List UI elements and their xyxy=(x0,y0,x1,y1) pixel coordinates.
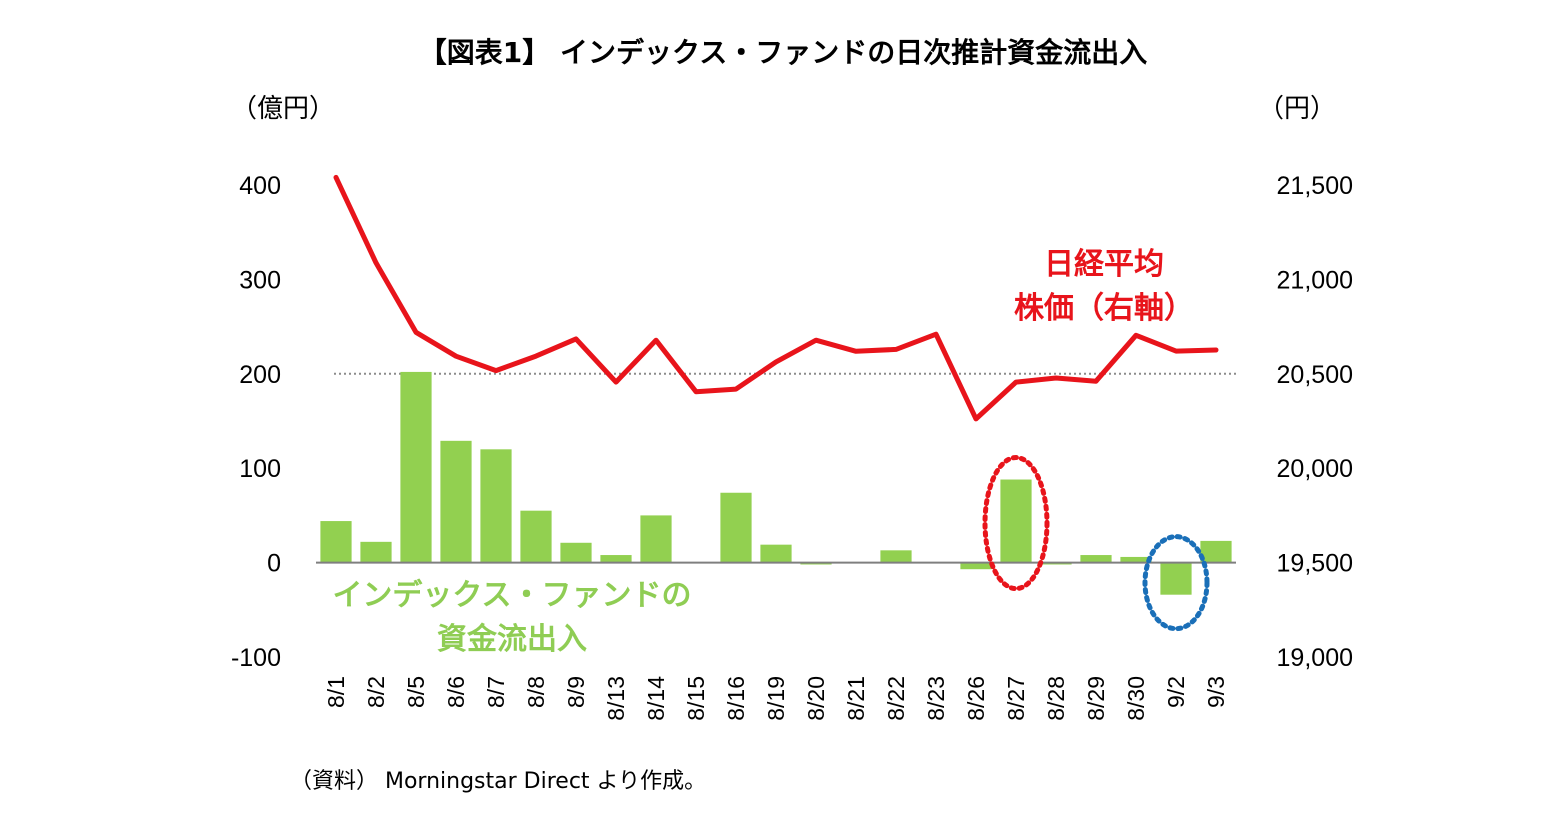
right-tick-label: 19,500 xyxy=(1277,550,1353,578)
highlight-ellipse xyxy=(1142,534,1210,632)
category-label: 8/16 xyxy=(723,676,749,721)
highlight-circles xyxy=(982,455,1210,632)
line-annotation-1: 日経平均 xyxy=(1044,247,1164,282)
bar xyxy=(640,515,672,563)
bar xyxy=(720,492,752,563)
category-label: 8/5 xyxy=(403,676,429,708)
category-label: 8/15 xyxy=(683,676,709,721)
bar xyxy=(1200,540,1232,563)
right-axis-unit: （円） xyxy=(1258,94,1336,124)
category-labels: 8/1 8/2 8/5 8/6 8/7 8/8 8/9 8/13 8/14 8/15 8/16 8/1… xyxy=(323,676,1229,721)
left-tick-label: -100 xyxy=(231,644,281,672)
category-label: 8/29 xyxy=(1083,676,1109,721)
category-label: 8/13 xyxy=(603,676,629,721)
category-label: 9/2 xyxy=(1163,676,1189,708)
nikkei-line xyxy=(333,174,1219,422)
bar xyxy=(560,542,592,563)
bar-series xyxy=(320,371,1232,595)
left-tick-label: 400 xyxy=(239,172,281,200)
bar xyxy=(1160,562,1192,595)
category-label: 8/21 xyxy=(843,676,869,721)
category-label: 8/28 xyxy=(1043,676,1069,721)
left-axis-unit: （億円） xyxy=(231,94,335,124)
bar xyxy=(480,449,512,563)
right-tick-label: 21,500 xyxy=(1277,172,1353,200)
right-tick-label: 20,000 xyxy=(1277,455,1353,483)
highlight-ellipse xyxy=(982,455,1050,592)
bar xyxy=(600,555,632,563)
right-tick-label: 19,000 xyxy=(1277,644,1353,672)
left-tick-label: 0 xyxy=(267,550,281,578)
bar xyxy=(960,562,992,570)
category-label: 8/9 xyxy=(563,676,589,708)
source-note: （資料） Morningstar Direct より作成。 xyxy=(290,769,706,794)
bar-annotation-2: 資金流出入 xyxy=(437,622,587,657)
bar xyxy=(520,510,552,563)
chart-title: 【図表1】 インデックス・ファンドの日次推計資金流出入 xyxy=(419,36,1147,69)
category-label: 9/3 xyxy=(1203,676,1229,708)
bar xyxy=(760,544,792,563)
category-label: 8/6 xyxy=(443,676,469,708)
left-axis-ticks: 400 300 200 100 0 -100 xyxy=(231,172,281,672)
bar xyxy=(320,521,352,563)
category-label: 8/20 xyxy=(803,676,829,721)
right-tick-label: 21,000 xyxy=(1277,266,1353,294)
line-annotation-2: 株価（右軸） xyxy=(1014,291,1194,326)
category-label: 8/19 xyxy=(763,676,789,721)
bar xyxy=(400,371,432,563)
bar xyxy=(1080,555,1112,563)
right-axis-ticks: 21,500 21,000 20,500 20,000 19,500 19,000 xyxy=(1277,172,1353,672)
category-label: 8/1 xyxy=(323,676,349,708)
left-tick-label: 300 xyxy=(239,266,281,294)
bar xyxy=(440,440,472,563)
line-series-group xyxy=(333,174,1219,422)
bar xyxy=(1000,479,1032,563)
bar-annotation-1: インデックス・ファンドの xyxy=(332,578,691,613)
category-label: 8/23 xyxy=(923,676,949,721)
bar xyxy=(1120,556,1152,563)
category-label: 8/30 xyxy=(1123,676,1149,721)
category-label: 8/22 xyxy=(883,676,909,721)
left-tick-label: 100 xyxy=(239,455,281,483)
category-label: 8/2 xyxy=(363,676,389,708)
right-tick-label: 20,500 xyxy=(1277,361,1353,389)
category-label: 8/8 xyxy=(523,676,549,708)
bar xyxy=(360,541,392,563)
category-label: 8/7 xyxy=(483,676,509,708)
category-label: 8/27 xyxy=(1003,676,1029,721)
category-label: 8/14 xyxy=(643,676,669,721)
left-tick-label: 200 xyxy=(239,361,281,389)
bar xyxy=(880,550,912,563)
category-label: 8/26 xyxy=(963,676,989,721)
